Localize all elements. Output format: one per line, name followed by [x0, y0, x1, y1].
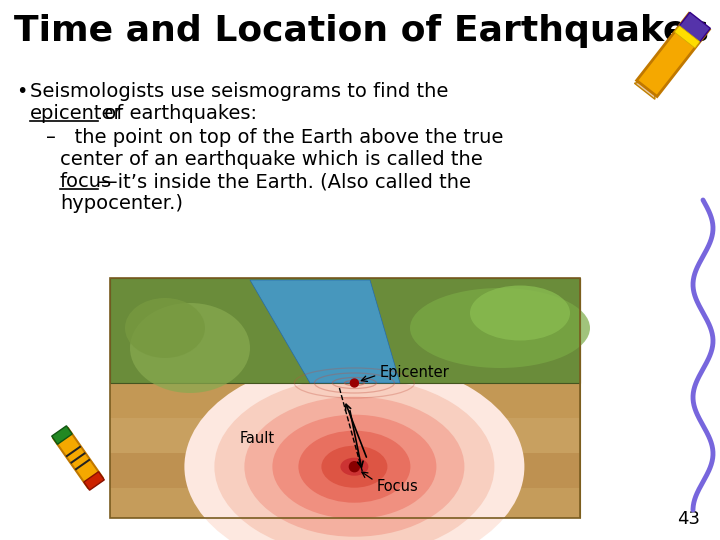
Polygon shape: [250, 280, 400, 383]
Polygon shape: [70, 452, 86, 464]
Polygon shape: [53, 428, 102, 488]
Polygon shape: [634, 79, 655, 99]
Ellipse shape: [184, 359, 524, 540]
Ellipse shape: [321, 446, 387, 488]
Bar: [110, 383, 580, 518]
Bar: [110, 418, 580, 453]
Text: 43: 43: [677, 510, 700, 528]
Polygon shape: [110, 278, 580, 383]
Ellipse shape: [470, 286, 570, 341]
Polygon shape: [75, 458, 91, 470]
Polygon shape: [84, 471, 104, 490]
Circle shape: [349, 462, 359, 472]
Bar: [110, 488, 580, 518]
Ellipse shape: [215, 377, 495, 540]
Polygon shape: [52, 426, 72, 444]
Text: –   the point on top of the Earth above the true: – the point on top of the Earth above th…: [46, 128, 503, 147]
Text: Seismologists use seismograms to find the: Seismologists use seismograms to find th…: [30, 82, 449, 101]
Bar: [110, 453, 580, 488]
Text: Focus: Focus: [377, 478, 418, 494]
Text: focus: focus: [60, 172, 112, 191]
Ellipse shape: [341, 458, 369, 476]
Text: •: •: [16, 82, 27, 101]
Polygon shape: [66, 446, 81, 457]
Polygon shape: [679, 12, 711, 43]
Ellipse shape: [125, 298, 205, 358]
Ellipse shape: [244, 397, 464, 537]
Circle shape: [351, 379, 359, 387]
Text: Fault: Fault: [239, 431, 274, 446]
Text: Epicenter: Epicenter: [379, 365, 449, 380]
Text: Time and Location of Earthquakes: Time and Location of Earthquakes: [14, 14, 709, 48]
Ellipse shape: [272, 415, 436, 519]
Text: of earthquakes:: of earthquakes:: [99, 104, 258, 123]
Bar: [110, 383, 580, 418]
Ellipse shape: [298, 431, 410, 503]
Polygon shape: [675, 26, 700, 48]
Text: hypocenter.): hypocenter.): [60, 194, 183, 213]
Ellipse shape: [410, 288, 590, 368]
Polygon shape: [636, 14, 709, 97]
Text: —it’s inside the Earth. (Also called the: —it’s inside the Earth. (Also called the: [98, 172, 471, 191]
Ellipse shape: [130, 303, 250, 393]
Text: center of an earthquake which is called the: center of an earthquake which is called …: [60, 150, 482, 169]
Text: epicenter: epicenter: [30, 104, 122, 123]
